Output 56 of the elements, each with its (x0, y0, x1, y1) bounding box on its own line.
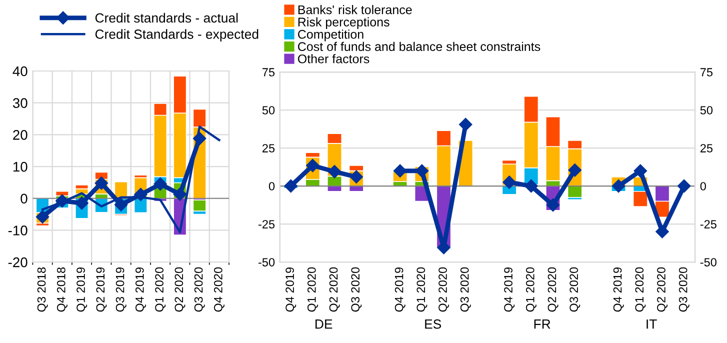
legend-label: Risk perceptions (298, 17, 390, 29)
y-tick-label: 20 (13, 130, 28, 140)
y-tick-label: -20 (8, 257, 28, 268)
y-tick-label: 0 (20, 194, 28, 204)
y-tick-label: 75 (262, 68, 275, 76)
x-tick-label: Q4 2019 (613, 267, 624, 312)
x-tick-label: Q3 2020 (570, 267, 580, 312)
x-tick-label: Q3 2018 (37, 267, 48, 312)
y-tick-label: -50 (258, 258, 275, 266)
x-tick-label: Q2 2020 (548, 267, 558, 312)
x-tick-label: Q3 2019 (116, 267, 126, 312)
x-tick-label: Q2 2020 (329, 267, 340, 312)
y-tick-label: 30 (12, 98, 28, 108)
text: ES (425, 319, 442, 329)
x-tick-label: Q3 2020 (194, 267, 205, 312)
legend-label: Credit Standards - expected (95, 29, 258, 42)
x-tick-label: Q1 2019 (76, 267, 88, 312)
y2-tick-label: -25 (700, 220, 716, 228)
x-tick-label: Q1 2020 (416, 267, 428, 312)
y2-tick-label: -50 (700, 258, 716, 266)
text: DE (316, 320, 332, 329)
x-tick-label: Q3 2020 (678, 267, 690, 312)
y-tick-label: -25 (258, 220, 275, 228)
text: FR (534, 320, 550, 329)
y2-tick-label: 0 (700, 182, 706, 190)
legend-label: Competition (298, 30, 364, 42)
y-tick-label: 40 (12, 66, 28, 76)
x-tick-label: Q2 2020 (657, 267, 668, 312)
x-tick-label: Q1 2020 (635, 267, 646, 312)
legend-label: Credit standards - actual (95, 12, 238, 23)
legend-label: Other factors (298, 54, 370, 64)
x-tick-label: Q4 2020 (214, 267, 224, 312)
y-tick-label: -10 (8, 226, 28, 236)
x-tick-label: Q4 2019 (394, 267, 406, 312)
legend-label: Cost of funds and balance sheet constraints (298, 42, 540, 52)
y2-tick-label: 25 (700, 144, 713, 152)
x-tick-label: Q4 2018 (56, 267, 68, 312)
x-tick-label: Q2 2020 (174, 267, 186, 312)
x-tick-label: Q3 2020 (351, 267, 362, 312)
y-tick-label: 25 (262, 144, 275, 152)
x-tick-label: Q1 2020 (155, 267, 166, 312)
y-tick-label: 50 (262, 106, 275, 114)
x-tick-label: Q2 2019 (96, 267, 107, 312)
x-tick-label: Q3 2020 (460, 267, 471, 312)
x-tick-label: Q4 2019 (286, 267, 296, 312)
y-tick-label: 0 (268, 182, 275, 190)
legend-label: Banks' risk tolerance (298, 5, 412, 14)
x-tick-label: Q2 2020 (438, 267, 450, 312)
x-tick-label: Q4 2019 (135, 267, 146, 312)
y2-tick-label: 75 (700, 68, 713, 76)
x-tick-label: Q1 2020 (307, 267, 318, 312)
x-tick-label: Q1 2020 (526, 267, 536, 312)
y2-tick-label: 50 (700, 106, 713, 114)
x-tick-label: Q4 2019 (504, 267, 515, 312)
y-tick-label: 10 (13, 162, 28, 172)
text: IT (646, 320, 657, 329)
